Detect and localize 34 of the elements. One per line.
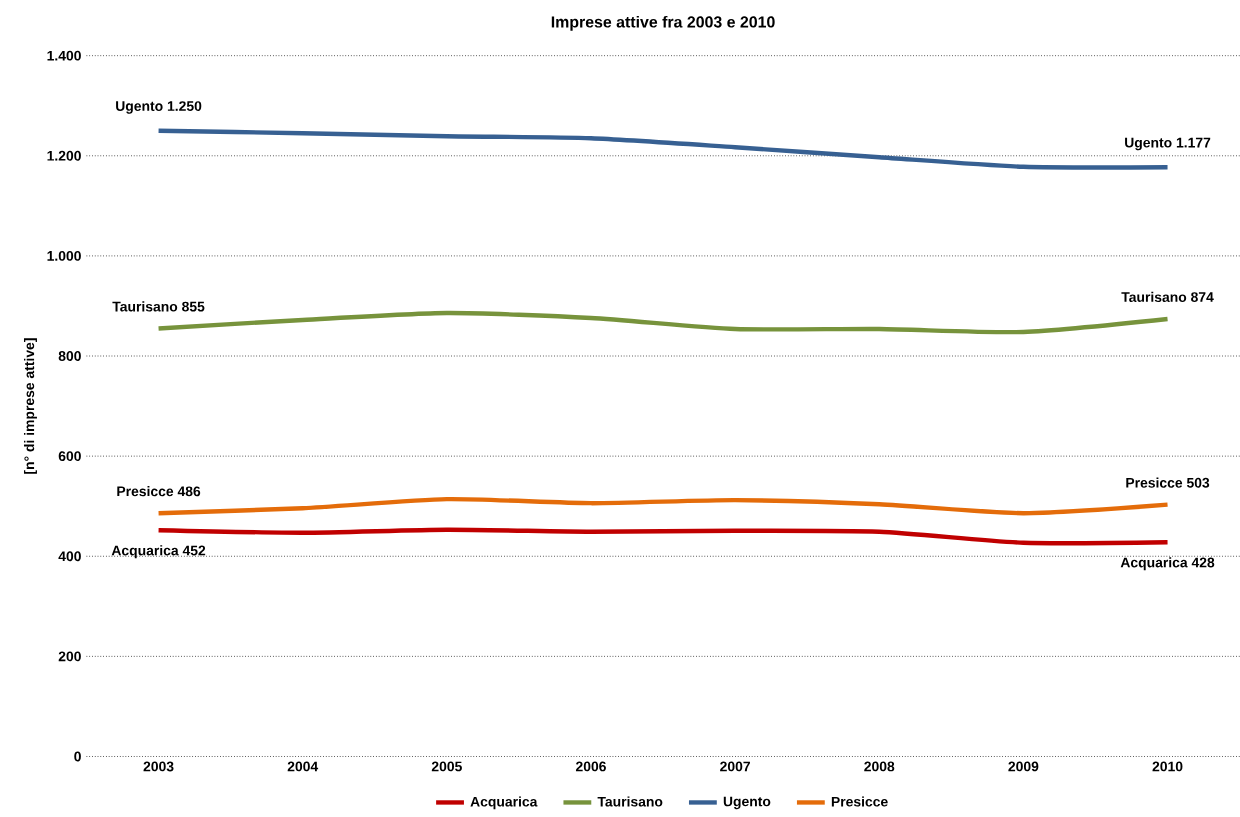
y-tick-label: 0 <box>74 751 81 762</box>
x-tick-label: 2010 <box>1152 761 1183 772</box>
annotation: Acquarica 452 <box>111 545 206 559</box>
annotation: Presicce 503 <box>1126 477 1210 488</box>
y-tick-label: 600 <box>58 451 81 462</box>
y-tick-label: 1.000 <box>47 251 81 262</box>
x-tick-label: 2009 <box>1008 761 1039 772</box>
annotation: Presicce 486 <box>117 486 201 497</box>
annotation: Taurisano 855 <box>112 301 205 312</box>
x-tick-label: 2007 <box>720 761 750 772</box>
annotation: Acquarica 428 <box>1120 557 1215 571</box>
y-tick-label: 1.200 <box>47 151 81 161</box>
y-tick-label: 1.400 <box>47 51 81 61</box>
x-tick-label: 2008 <box>864 761 895 772</box>
legend-label: Presicce <box>831 796 888 807</box>
annotation: Taurisano 874 <box>1121 292 1214 303</box>
line-series <box>156 527 1170 546</box>
legend-label: Ugento <box>723 796 771 810</box>
y-tick-label: 400 <box>58 551 81 562</box>
legend-label: Taurisano <box>597 796 663 807</box>
x-tick-label: 2006 <box>575 761 606 772</box>
line-series <box>156 128 1170 170</box>
x-tick-label: 2005 <box>431 761 462 772</box>
legend-label: Acquarica <box>470 796 538 810</box>
chart-title: Imprese attive fra 2003 e 2010 <box>551 16 775 31</box>
line-series <box>156 497 1170 516</box>
line-series <box>156 311 1170 335</box>
annotation: Ugento 1.250 <box>116 101 202 115</box>
y-tick-label: 200 <box>58 651 81 662</box>
y-axis-title: [n° di imprese attive] <box>23 338 37 475</box>
y-tick-label: 800 <box>58 351 81 362</box>
x-tick-label: 2003 <box>143 761 174 772</box>
annotation: Ugento 1.177 <box>1125 138 1211 151</box>
x-tick-label: 2004 <box>287 761 319 772</box>
